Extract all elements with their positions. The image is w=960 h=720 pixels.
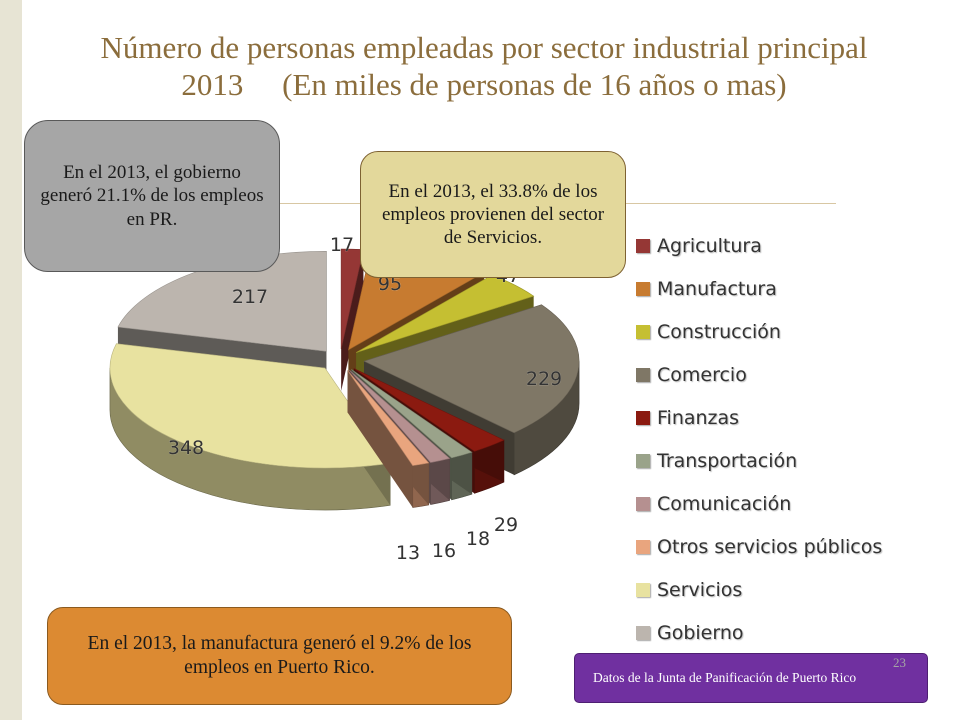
manufacturing-callout-text: En el 2013, la manufactura generó el 9.2… bbox=[87, 633, 472, 678]
legend-swatch bbox=[636, 496, 650, 511]
pie-data-label-4: 29 bbox=[494, 514, 518, 536]
legend-item-comunicacion: Comunicación bbox=[636, 482, 946, 525]
pie-slice-top bbox=[347, 370, 430, 466]
legend-swatch bbox=[636, 582, 650, 597]
legend-swatch bbox=[636, 539, 650, 554]
legend-item-transportacion: Transportación bbox=[636, 439, 946, 482]
legend-swatch bbox=[636, 281, 650, 296]
source-text: Datos de la Junta de Panificación de Pue… bbox=[593, 670, 857, 685]
pie-data-label-8: 348 bbox=[168, 437, 204, 459]
legend-item-construccion: Construcción bbox=[636, 310, 946, 353]
legend-label: Gobierno bbox=[657, 621, 744, 644]
legend-item-gobierno: Gobierno bbox=[636, 611, 946, 654]
legend-item-servicios: Servicios bbox=[636, 568, 946, 611]
legend-item-otros-servicios-publicos: Otros servicios públicos bbox=[636, 525, 946, 568]
legend-label: Otros servicios públicos bbox=[657, 535, 883, 558]
manufacturing-callout: En el 2013, la manufactura generó el 9.2… bbox=[47, 607, 512, 705]
pie-slice-7 bbox=[347, 370, 430, 508]
government-callout-text: En el 2013, el gobierno generó 21.1% de … bbox=[40, 162, 264, 230]
legend-item-comercio: Comercio bbox=[636, 353, 946, 396]
legend-label: Servicios bbox=[657, 578, 743, 601]
legend-label: Construcción bbox=[657, 320, 781, 343]
title-line-2: 2013 (En miles de personas de 16 años o … bbox=[181, 66, 787, 102]
legend-label: Comercio bbox=[657, 363, 747, 386]
legend-label: Transportación bbox=[657, 449, 798, 472]
pie-data-label-0: 17 bbox=[330, 234, 354, 256]
pie-slice-top bbox=[117, 251, 327, 352]
pie-data-label-9: 217 bbox=[232, 286, 268, 308]
legend-item-finanzas: Finanzas bbox=[636, 396, 946, 439]
pie-slice-wall bbox=[341, 249, 364, 392]
chart-legend: Agricultura Manufactura Construcción Com… bbox=[636, 224, 946, 654]
pie-slice-top bbox=[109, 343, 391, 469]
legend-label: Agricultura bbox=[657, 234, 762, 257]
pie-data-label-3: 229 bbox=[526, 368, 562, 390]
legend-swatch bbox=[636, 324, 650, 339]
legend-swatch bbox=[636, 367, 650, 382]
legend-item-agricultura: Agricultura bbox=[636, 224, 946, 267]
services-callout: En el 2013, el 33.8% de los empleos prov… bbox=[360, 151, 626, 278]
pie-data-label-6: 16 bbox=[432, 540, 456, 562]
legend-swatch bbox=[636, 453, 650, 468]
pie-slice-top bbox=[353, 368, 505, 452]
pie-data-label-1: 95 bbox=[378, 273, 402, 295]
legend-label: Comunicación bbox=[657, 492, 792, 515]
legend-swatch bbox=[636, 410, 650, 425]
page-title: Número de personas empleadas por sector … bbox=[24, 30, 944, 103]
legend-item-manufactura: Manufactura bbox=[636, 267, 946, 310]
pie-data-label-5: 18 bbox=[466, 528, 490, 550]
pie-slice-top bbox=[351, 369, 473, 459]
source-banner: Datos de la Junta de Panificación de Pue… bbox=[574, 653, 928, 703]
decorative-side-bar bbox=[0, 0, 22, 720]
legend-swatch bbox=[636, 625, 650, 640]
pie-slice-top bbox=[363, 304, 580, 434]
pie-slice-top bbox=[349, 369, 451, 463]
pie-slice-wall bbox=[347, 370, 413, 508]
government-callout: En el 2013, el gobierno generó 21.1% de … bbox=[24, 120, 280, 272]
pie-data-label-7: 13 bbox=[396, 542, 420, 564]
legend-swatch bbox=[636, 238, 650, 253]
legend-label: Manufactura bbox=[657, 277, 777, 300]
legend-label: Finanzas bbox=[657, 406, 740, 429]
slide-number: 23 bbox=[893, 655, 906, 670]
title-line-1: Número de personas empleadas por sector … bbox=[100, 30, 868, 65]
services-callout-text: En el 2013, el 33.8% de los empleos prov… bbox=[381, 180, 605, 249]
pie-slice-8 bbox=[109, 343, 391, 511]
